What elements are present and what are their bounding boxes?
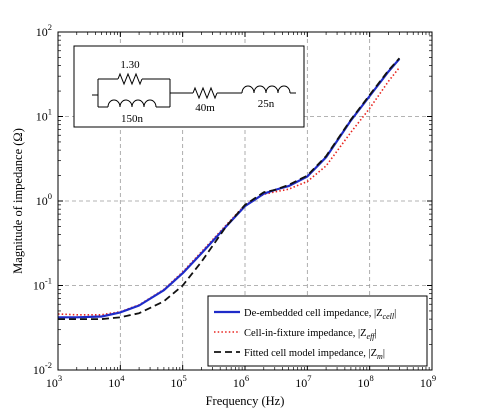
inductor-series	[241, 85, 291, 94]
inductor-parallel-label: 150n	[121, 113, 144, 125]
plot-frame	[57, 31, 433, 371]
resistor-parallel	[117, 72, 143, 86]
legend-label: De-embedded cell impedance, |Zcell|	[244, 308, 396, 321]
y-tick-label: 100	[36, 191, 52, 208]
x-tick-label: 105	[171, 373, 187, 390]
circuit-inset: 1.30 150n 40m 25n	[73, 45, 305, 128]
y-tick-label: 102	[36, 22, 52, 39]
tick-labels: 103 104 105 106 107 108 109 10-2 10-1 100 101 102	[33, 22, 436, 390]
inset-frame	[73, 45, 305, 128]
x-tick-label: 106	[233, 373, 249, 390]
x-tick-label: 104	[108, 373, 125, 390]
x-tick-label: 108	[358, 373, 374, 390]
inductor-parallel	[107, 99, 157, 108]
legend-frame	[207, 295, 428, 367]
legend-label: Cell-in-fixture impedance, |Zeff|	[244, 328, 377, 341]
resistor-series	[192, 86, 218, 100]
y-tick-label: 10-2	[33, 360, 52, 377]
resistor-series-label: 40m	[195, 102, 215, 114]
legend: De-embedded cell impedance, |Zcell| Cell-…	[207, 295, 428, 367]
y-tick-label: 10-1	[33, 276, 52, 293]
x-tick-label: 103	[46, 373, 62, 390]
x-axis-label: Frequency (Hz)	[206, 394, 285, 408]
resistor-parallel-label: 1.30	[120, 59, 140, 71]
y-tick-label: 101	[36, 107, 52, 124]
series-lines	[57, 57, 401, 321]
y-axis-label: Magnitude of impedance (Ω)	[11, 128, 25, 274]
series-line-2	[58, 57, 401, 321]
legend-label: Fitted cell model impedance, |Zm|	[244, 348, 385, 361]
x-tick-label: 109	[420, 373, 436, 390]
x-tick-label: 107	[295, 373, 311, 390]
inductor-series-label: 25n	[258, 98, 275, 110]
